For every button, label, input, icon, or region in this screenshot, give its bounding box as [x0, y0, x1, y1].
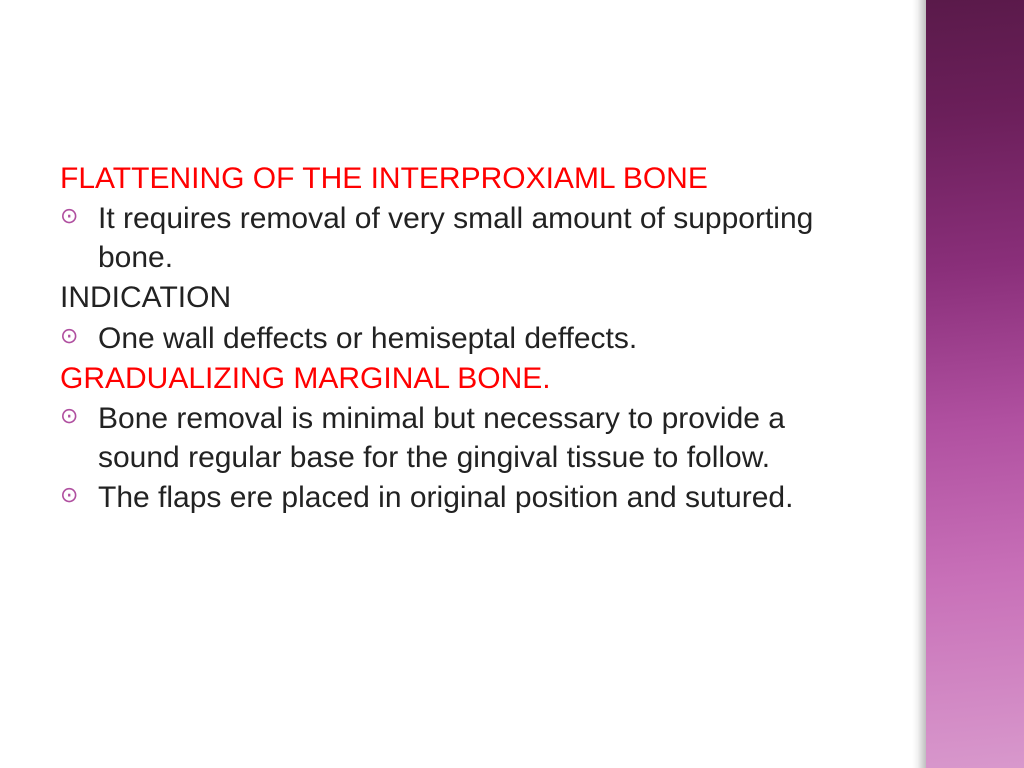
bullet-item: One wall deffects or hemiseptal deffects… — [60, 320, 860, 358]
sub-heading: INDICATION — [60, 279, 860, 317]
decorative-side-band — [912, 0, 1024, 768]
bullet-item: Bone removal is minimal but necessary to… — [60, 400, 860, 477]
band-shadow-edge — [912, 0, 926, 768]
section-heading: FLATTENING OF THE INTERPROXIAML BONE — [60, 160, 860, 198]
section-heading: GRADUALIZING MARGINAL BONE. — [60, 360, 860, 398]
band-gradient-fill — [926, 0, 1024, 768]
band-container — [912, 0, 1024, 768]
bullet-item: The flaps ere placed in original positio… — [60, 479, 860, 517]
slide-body: FLATTENING OF THE INTERPROXIAML BONE It … — [60, 160, 860, 520]
bullet-item: It requires removal of very small amount… — [60, 200, 860, 277]
